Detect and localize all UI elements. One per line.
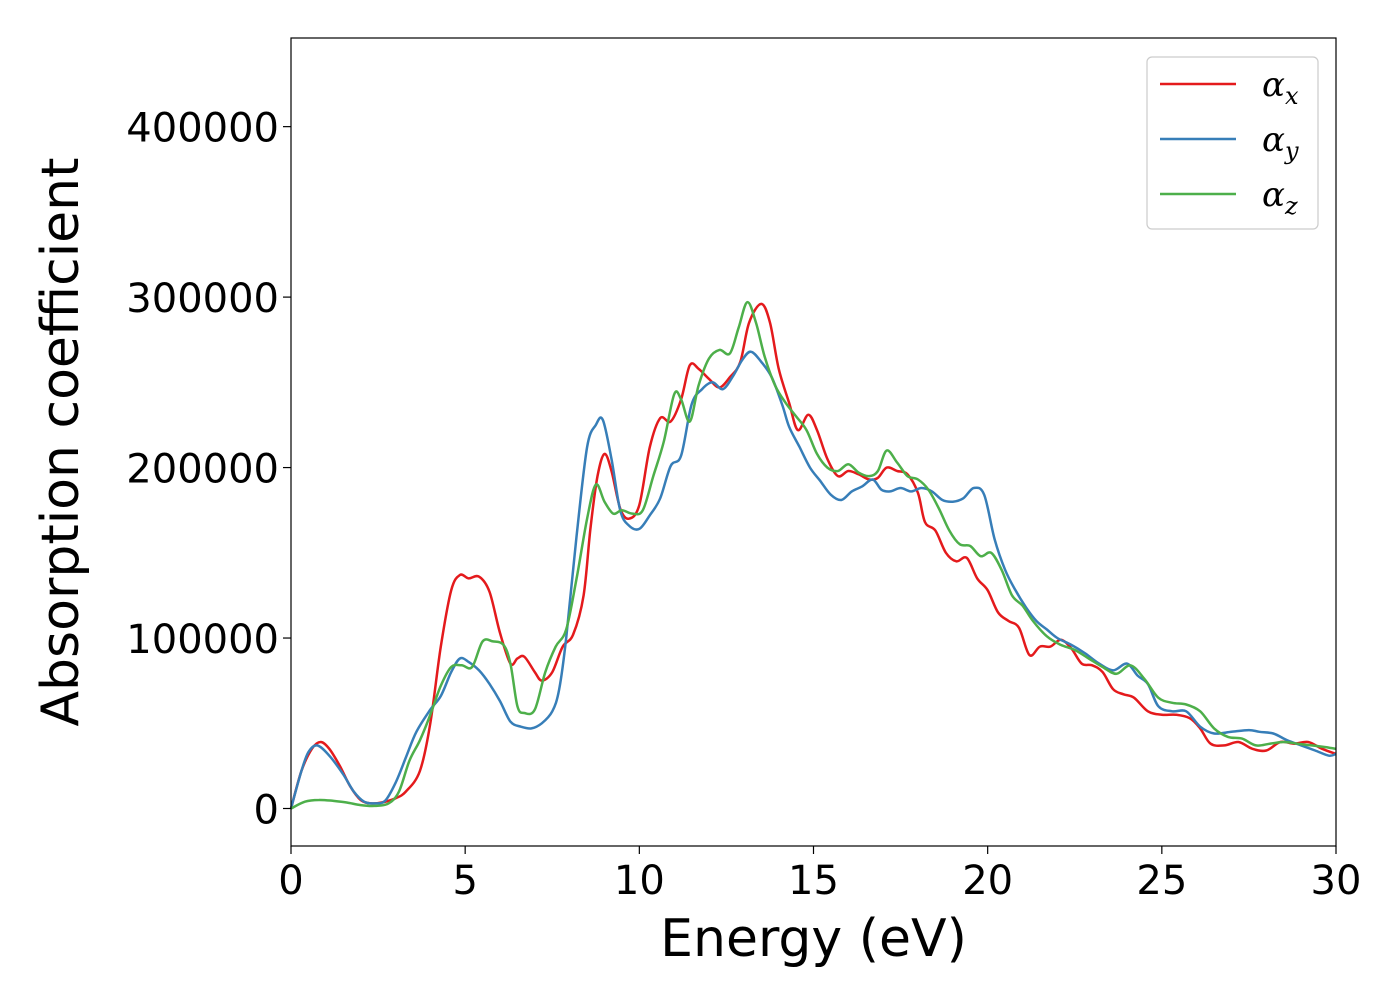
series-layer <box>289 300 1337 810</box>
y-tick-label: 0 <box>254 787 279 833</box>
y-axis-label: Absorption coefficient <box>31 157 91 726</box>
legend-label-alpha-z: αz <box>1262 175 1298 220</box>
x-tick-label: 15 <box>788 858 839 904</box>
series-line-alpha-x <box>289 302 1337 809</box>
legend-box <box>1146 56 1319 230</box>
series-line-alpha-z <box>290 300 1337 810</box>
x-tick-label: 0 <box>278 858 303 904</box>
y-axis-ticks: 0 100000 200000 300000 400000 <box>126 106 291 833</box>
y-tick-label: 400000 <box>126 106 279 152</box>
y-tick-label: 300000 <box>126 276 279 322</box>
y-tick-label: 100000 <box>126 617 279 663</box>
x-axis-ticks: 0 5 10 15 20 25 30 <box>278 846 1361 904</box>
x-tick-label: 20 <box>962 858 1013 904</box>
x-axis-label: Energy (eV) <box>660 909 967 969</box>
x-tick-label: 10 <box>614 858 665 904</box>
x-tick-label: 5 <box>452 858 477 904</box>
x-tick-label: 25 <box>1136 858 1187 904</box>
y-tick-label: 200000 <box>126 447 279 493</box>
x-tick-label: 30 <box>1311 858 1362 904</box>
